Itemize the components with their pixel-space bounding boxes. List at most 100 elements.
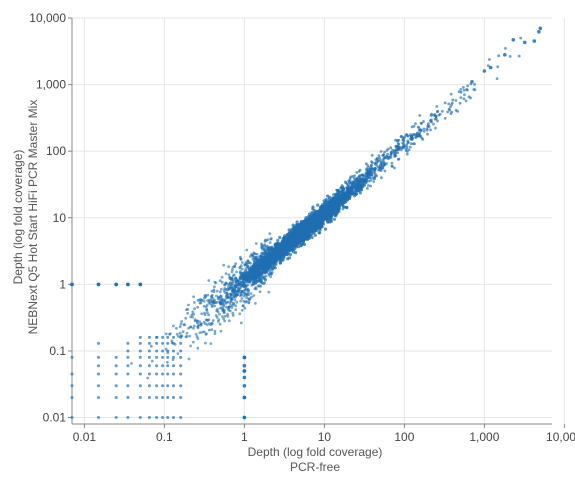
data-point xyxy=(262,246,266,250)
data-point xyxy=(370,168,374,172)
data-point xyxy=(348,180,351,184)
data-point xyxy=(386,157,389,160)
data-point xyxy=(523,40,527,45)
data-point xyxy=(205,303,209,307)
data-point xyxy=(438,112,442,116)
data-point xyxy=(395,148,399,152)
data-point xyxy=(269,275,272,278)
data-point xyxy=(217,296,221,300)
data-point xyxy=(341,201,345,205)
data-point xyxy=(314,218,319,223)
data-point xyxy=(263,243,266,247)
data-point xyxy=(328,220,332,224)
data-point xyxy=(222,311,226,315)
data-point xyxy=(446,110,449,114)
data-point xyxy=(224,272,228,275)
data-point xyxy=(210,289,214,293)
data-point xyxy=(371,176,374,180)
data-point xyxy=(457,90,461,94)
data-point xyxy=(199,301,203,305)
data-point xyxy=(402,142,406,146)
data-point xyxy=(254,266,258,270)
data-point xyxy=(335,188,338,192)
data-point xyxy=(429,114,433,117)
data-point xyxy=(138,341,142,345)
data-point xyxy=(238,271,242,275)
data-point xyxy=(206,299,210,302)
data-point xyxy=(261,258,265,262)
data-point xyxy=(379,158,382,162)
data-point xyxy=(355,185,359,189)
data-point xyxy=(222,317,226,321)
data-point xyxy=(274,247,278,251)
data-point xyxy=(400,134,403,138)
y-tick-label: 1,000 xyxy=(36,78,66,92)
data-point xyxy=(258,254,262,258)
data-point xyxy=(206,311,209,315)
data-point xyxy=(228,309,232,313)
data-point xyxy=(185,335,189,338)
data-point xyxy=(422,127,426,131)
data-point xyxy=(488,65,493,70)
data-point xyxy=(172,372,175,376)
data-point xyxy=(327,213,331,217)
data-point xyxy=(466,88,469,92)
data-point xyxy=(231,311,235,315)
x-tick-label: 0.01 xyxy=(73,430,97,444)
data-point xyxy=(202,299,206,303)
y-tick-label: 0.01 xyxy=(43,411,67,425)
data-point xyxy=(97,384,100,388)
data-point xyxy=(317,213,321,217)
data-point xyxy=(316,222,321,227)
data-point xyxy=(195,335,199,338)
data-point xyxy=(185,331,189,335)
data-point xyxy=(375,174,378,178)
data-point xyxy=(308,223,313,227)
data-point xyxy=(268,263,271,267)
data-point xyxy=(447,102,451,106)
data-point xyxy=(222,263,226,267)
data-point xyxy=(218,279,222,283)
data-point xyxy=(519,36,523,40)
data-point xyxy=(242,375,247,380)
data-point xyxy=(274,242,278,246)
data-point xyxy=(150,359,154,363)
data-point xyxy=(450,103,453,107)
data-point xyxy=(358,184,362,188)
data-point xyxy=(422,130,426,133)
data-point xyxy=(283,250,287,254)
data-point xyxy=(195,319,199,323)
data-point xyxy=(504,47,507,50)
data-point xyxy=(193,307,197,311)
data-point xyxy=(138,396,142,399)
data-point xyxy=(242,384,247,388)
data-point xyxy=(268,245,271,249)
data-point xyxy=(196,326,200,330)
data-point xyxy=(242,285,246,289)
data-point xyxy=(401,138,405,142)
data-point xyxy=(285,234,289,238)
data-point xyxy=(299,227,303,231)
data-point xyxy=(211,319,215,322)
data-point xyxy=(70,384,74,388)
data-point xyxy=(200,298,204,302)
data-point xyxy=(278,235,282,240)
data-point xyxy=(361,178,364,182)
data-point xyxy=(191,310,195,314)
data-point xyxy=(231,274,235,278)
data-point xyxy=(161,384,165,388)
data-point xyxy=(161,349,165,353)
data-point xyxy=(240,308,244,312)
data-point xyxy=(126,384,130,388)
x-axis-subtitle: PCR-free xyxy=(290,460,340,474)
data-point xyxy=(114,372,118,376)
data-point xyxy=(245,296,248,300)
data-point xyxy=(307,212,312,216)
data-point xyxy=(326,217,330,221)
data-point xyxy=(203,313,207,317)
data-point xyxy=(459,96,463,99)
data-point xyxy=(238,312,242,316)
data-point xyxy=(409,142,413,146)
